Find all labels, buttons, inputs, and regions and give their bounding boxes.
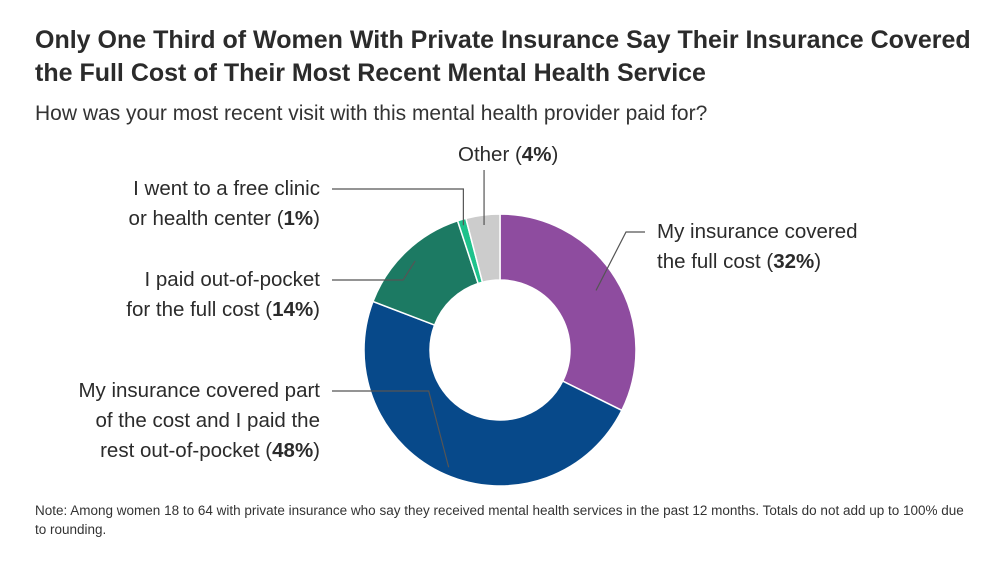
chart-subtitle: How was your most recent visit with this…	[35, 102, 708, 125]
slice-part-cost	[363, 300, 623, 487]
label-free-clinic-prefix: or health center (	[128, 207, 284, 230]
label-free-clinic-value: 1%	[283, 207, 314, 230]
label-free-clinic-line1: I went to a free clinic	[133, 177, 320, 200]
label-part-cost-value: 48%	[272, 439, 314, 462]
chart-note: Note: Among women 18 to 64 with private …	[35, 503, 964, 537]
label-full-cost-line2: the full cost (32%)	[657, 247, 858, 277]
leader-out-of-pocket	[332, 260, 416, 281]
label-other-line1: Other (4%)	[458, 140, 558, 170]
label-other: Other (4%)	[458, 140, 558, 170]
chart-title: Only One Third of Women With Private Ins…	[35, 26, 971, 87]
label-full-cost-prefix: the full cost (	[657, 250, 774, 273]
leader-free-clinic	[332, 188, 464, 226]
label-free-clinic-suffix: )	[313, 207, 320, 230]
label-oop-line1: I paid out-of-pocket	[144, 268, 321, 291]
leader-full-cost	[595, 231, 645, 291]
slice-other	[464, 213, 501, 284]
label-part-cost-line1: My insurance covered part	[78, 379, 320, 402]
label-out-of-pocket: I paid out-of-pocket for the full cost (…	[126, 265, 320, 325]
label-part-cost: My insurance covered part of the cost an…	[78, 376, 320, 466]
label-oop-suffix: )	[313, 298, 320, 321]
leader-part-cost	[332, 390, 450, 468]
leader-lines	[332, 170, 645, 468]
label-full-cost-suffix: )	[814, 250, 822, 273]
label-other-suffix: )	[551, 143, 559, 166]
label-part-cost-suffix: )	[313, 439, 320, 462]
label-oop-prefix: for the full cost (	[126, 298, 273, 321]
label-full-cost: My insurance covered the full cost (32%)	[657, 217, 858, 277]
label-full-cost-line1: My insurance covered	[657, 220, 858, 243]
label-free-clinic-line2: or health center (1%)	[129, 204, 320, 234]
label-part-cost-line3: rest out-of-pocket (48%)	[78, 436, 320, 466]
label-part-cost-line2: of the cost and I paid the	[95, 409, 320, 432]
label-full-cost-value: 32%	[773, 250, 815, 273]
slice-full-cost	[499, 213, 637, 412]
label-other-prefix: Other (	[458, 143, 522, 166]
label-other-value: 4%	[521, 143, 552, 166]
label-oop-value: 14%	[272, 298, 314, 321]
label-part-cost-prefix: rest out-of-pocket (	[100, 439, 273, 462]
label-free-clinic: I went to a free clinic or health center…	[129, 174, 320, 234]
donut-slices	[363, 213, 637, 487]
label-oop-line2: for the full cost (14%)	[126, 295, 320, 325]
